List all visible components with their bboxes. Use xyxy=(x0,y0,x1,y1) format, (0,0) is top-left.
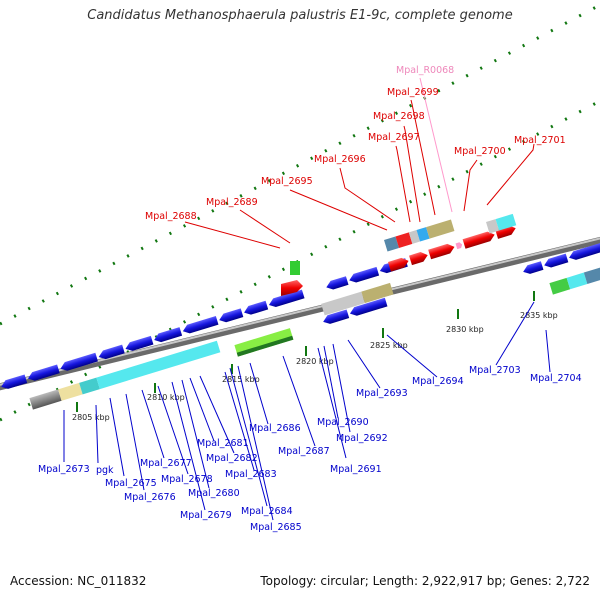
tick-label-2810: 2810 kbp xyxy=(147,393,185,402)
gene-arrow-reverse[interactable] xyxy=(348,297,388,318)
gene-arrow-reverse[interactable] xyxy=(181,315,219,335)
gene-arrow-reverse[interactable] xyxy=(26,364,60,383)
gene-label-mpal-2679[interactable]: Mpal_2679 xyxy=(180,510,232,521)
gene-label-mpal-2704[interactable]: Mpal_2704 xyxy=(530,373,582,384)
forward-strand-genes[interactable] xyxy=(281,213,517,296)
cds-bar xyxy=(583,266,600,285)
gene-arrow-forward[interactable] xyxy=(409,250,429,266)
cds-bar xyxy=(361,282,394,304)
lower-label-leaders xyxy=(63,301,551,521)
gene-label-mpal-2691[interactable]: Mpal_2691 xyxy=(330,464,382,475)
gene-arrow-reverse[interactable] xyxy=(543,253,569,270)
lower-gene-labels[interactable]: Mpal_2673 pgk Mpal_2675 Mpal_2676 Mpal_2… xyxy=(38,365,582,533)
gene-label-mpal-r0068[interactable]: Mpal_R0068 xyxy=(396,65,454,76)
cds-bar xyxy=(549,277,571,295)
gene-arrow-forward[interactable] xyxy=(388,256,410,272)
gene-label-mpal-2687[interactable]: Mpal_2687 xyxy=(278,446,330,457)
gene-label-mpal-2686[interactable]: Mpal_2686 xyxy=(249,423,301,434)
cds-bar xyxy=(395,232,413,248)
gene-label-mpal-2690[interactable]: Mpal_2690 xyxy=(317,417,369,428)
genome-summary-text: Topology: circular; Length: 2,922,917 bp… xyxy=(260,574,590,588)
gene-arrow-reverse[interactable] xyxy=(218,308,244,324)
gene-label-mpal-2697[interactable]: Mpal_2697 xyxy=(368,132,420,143)
cds-bar xyxy=(486,219,500,234)
gene-label-mpal-2682[interactable]: Mpal_2682 xyxy=(206,453,258,464)
cds-bar xyxy=(79,377,100,395)
gene-arrow-reverse[interactable] xyxy=(153,327,183,344)
cds-bar xyxy=(96,340,221,390)
gene-label-mpal-2703[interactable]: Mpal_2703 xyxy=(469,365,521,376)
gene-label-mpal-2692[interactable]: Mpal_2692 xyxy=(336,433,388,444)
genome-title: Candidatus Methanosphaerula palustris E1… xyxy=(87,8,513,23)
gene-label-mpal-2693[interactable]: Mpal_2693 xyxy=(356,388,408,399)
gene-arrow-reverse[interactable] xyxy=(522,261,544,275)
upper-gene-labels[interactable]: Mpal_R0068 Mpal_2699 Mpal_2698 Mpal_2697… xyxy=(145,65,566,222)
gene-arrow-forward[interactable] xyxy=(428,242,456,260)
gene-label-mpal-2678[interactable]: Mpal_2678 xyxy=(161,474,213,485)
gene-label-mpal-2684[interactable]: Mpal_2684 xyxy=(241,506,293,517)
gene-arrow-reverse[interactable] xyxy=(325,276,349,291)
gene-label-mpal-2699[interactable]: Mpal_2699 xyxy=(387,87,439,98)
gene-label-mpal-2683[interactable]: Mpal_2683 xyxy=(225,469,277,480)
gene-label-mpal-2700[interactable]: Mpal_2700 xyxy=(454,146,506,157)
cds-bar xyxy=(58,382,83,401)
tick-label-2820: 2820 kbp xyxy=(296,357,334,366)
tick-label-2835: 2835 kbp xyxy=(520,311,558,320)
cds-bar xyxy=(495,213,517,231)
cds-bar xyxy=(384,236,399,252)
cds-bar xyxy=(29,389,62,410)
cds-bar xyxy=(408,230,421,244)
gene-arrow-reverse[interactable] xyxy=(97,344,125,361)
gene-label-pgk[interactable]: pgk xyxy=(96,465,114,476)
gene-label-mpal-2689[interactable]: Mpal_2689 xyxy=(206,197,258,208)
tick-label-2825: 2825 kbp xyxy=(370,341,408,350)
gene-arrow-reverse[interactable] xyxy=(124,335,154,353)
gene-label-mpal-2695[interactable]: Mpal_2695 xyxy=(261,176,313,187)
cds-bar xyxy=(566,272,588,290)
upper-track-guides xyxy=(0,3,600,326)
gene-arrow-reverse[interactable] xyxy=(0,374,28,390)
gene-label-mpal-2681[interactable]: Mpal_2681 xyxy=(197,438,249,449)
gene-arrow-reverse[interactable] xyxy=(243,300,269,317)
gene-arrow-reverse[interactable] xyxy=(348,266,380,284)
reverse-cds-bars xyxy=(29,340,221,410)
gene-arrow-forward[interactable] xyxy=(462,230,497,249)
rna-label-leader xyxy=(419,77,453,213)
gene-label-mpal-2685[interactable]: Mpal_2685 xyxy=(250,522,302,533)
gene-label-mpal-2698[interactable]: Mpal_2698 xyxy=(373,111,425,122)
gene-arrow-reverse[interactable] xyxy=(322,309,350,325)
gene-label-mpal-2680[interactable]: Mpal_2680 xyxy=(188,488,240,499)
cds-bar xyxy=(416,227,430,242)
reverse-cds-bars-mid xyxy=(234,282,394,357)
upper-label-leaders xyxy=(184,99,535,249)
gene-label-mpal-2673[interactable]: Mpal_2673 xyxy=(38,464,90,475)
reverse-strand-genes-3[interactable] xyxy=(522,242,600,275)
tick-label-2830: 2830 kbp xyxy=(446,325,484,334)
gene-label-mpal-2677[interactable]: Mpal_2677 xyxy=(140,458,192,469)
reverse-strand-genes-2[interactable] xyxy=(322,297,388,326)
gene-label-mpal-2676[interactable]: Mpal_2676 xyxy=(124,492,176,503)
gene-arrow-reverse[interactable] xyxy=(568,242,600,261)
lower-track-guides xyxy=(0,99,600,422)
gene-label-mpal-2694[interactable]: Mpal_2694 xyxy=(412,376,464,387)
cds-bar xyxy=(321,291,365,316)
gene-label-mpal-2696[interactable]: Mpal_2696 xyxy=(314,154,366,165)
tick-label-2805: 2805 kbp xyxy=(72,413,110,422)
reverse-strand-genes[interactable] xyxy=(0,258,408,391)
cds-bar xyxy=(290,261,300,275)
gene-label-mpal-2701[interactable]: Mpal_2701 xyxy=(514,135,566,146)
gene-label-mpal-2675[interactable]: Mpal_2675 xyxy=(105,478,157,489)
rna-arrow-forward[interactable] xyxy=(455,242,463,250)
gene-arrow-forward[interactable] xyxy=(281,280,303,296)
gene-arrow-reverse[interactable] xyxy=(267,289,305,309)
gene-label-mpal-2688[interactable]: Mpal_2688 xyxy=(145,211,197,222)
cds-bar xyxy=(236,335,294,357)
gene-arrow-reverse[interactable] xyxy=(59,352,98,373)
reverse-cds-bars-right xyxy=(549,266,600,295)
cds-bar xyxy=(426,219,455,239)
accession-text: Accession: NC_011832 xyxy=(10,574,147,588)
